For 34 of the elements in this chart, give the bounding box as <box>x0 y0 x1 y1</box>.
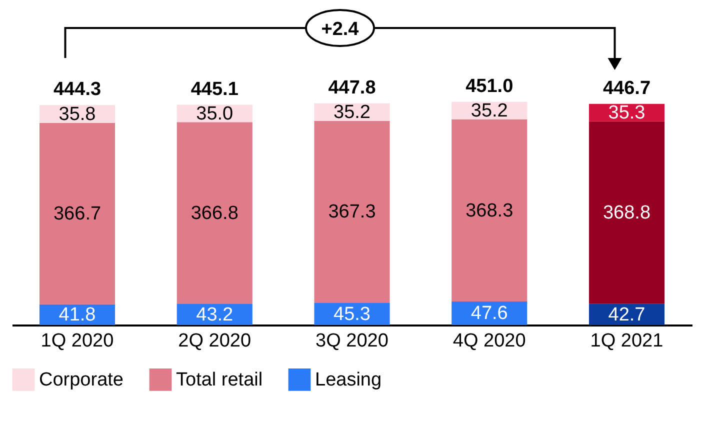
data-label: 35.2 <box>470 100 508 122</box>
bar <box>452 119 528 302</box>
text: +2.4 <box>321 19 360 40</box>
bar <box>314 120 390 303</box>
total-label: 445.1 <box>190 78 239 100</box>
x-tick-label: 2Q 2020 <box>178 330 252 352</box>
total-label: 446.7 <box>602 78 651 99</box>
x-tick-label: 4Q 2020 <box>452 330 526 352</box>
x-tick-label: 1Q 2021 <box>590 330 664 352</box>
legend-label: Leasing <box>315 370 382 391</box>
data-label: 366.7 <box>53 204 102 225</box>
x-tick-label: 1Q 2020 <box>40 330 114 352</box>
data-label: 368.3 <box>466 200 514 222</box>
data-label: 368.8 <box>602 202 651 224</box>
data-label: 366.8 <box>190 202 238 224</box>
legend-label: Corporate <box>39 370 124 391</box>
bar <box>588 121 665 304</box>
data-label: 45.3 <box>334 304 370 325</box>
total-label: 447.8 <box>328 77 376 98</box>
data-label: 41.8 <box>58 304 96 326</box>
data-label: 35.3 <box>608 102 646 124</box>
data-label: 42.7 <box>608 304 646 326</box>
total-label: 444.3 <box>53 79 102 100</box>
data-label: 47.6 <box>470 303 508 324</box>
total-label: 451.0 <box>466 76 514 97</box>
x-tick-label: 3Q 2020 <box>316 330 388 352</box>
bar <box>176 122 252 304</box>
data-label: 43.2 <box>196 304 234 326</box>
data-label: 35.0 <box>196 103 234 124</box>
legend-label: Total retail <box>176 370 263 391</box>
data-label: 35.8 <box>58 104 96 126</box>
data-label: 35.2 <box>334 102 370 124</box>
bar <box>39 122 116 304</box>
data-label: 367.3 <box>328 202 376 223</box>
